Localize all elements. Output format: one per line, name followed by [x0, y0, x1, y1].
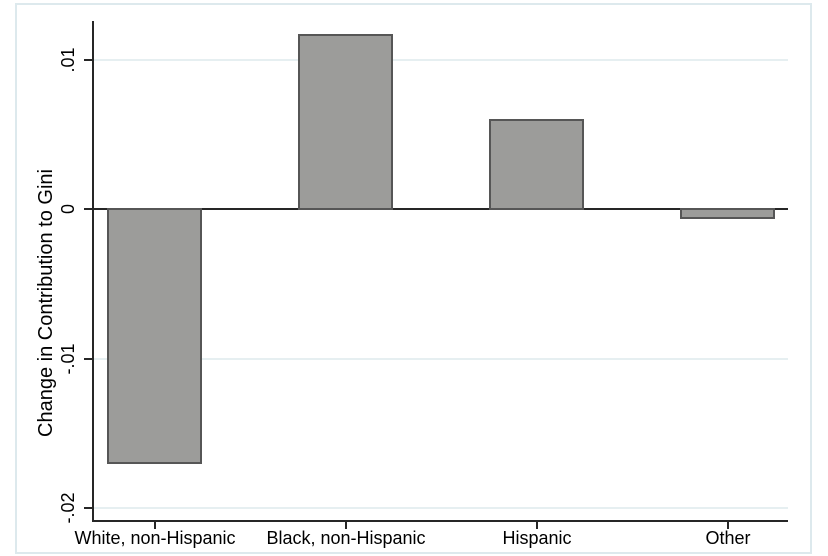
x-tick: [345, 521, 347, 529]
bar: [680, 208, 775, 219]
x-tick-label: White, non-Hispanic: [74, 528, 236, 548]
gridline: [93, 59, 788, 61]
y-tick: [84, 59, 93, 61]
x-tick-label: Hispanic: [502, 528, 572, 548]
x-tick-label: Other: [705, 528, 751, 548]
y-tick: [84, 358, 93, 360]
x-tick: [727, 521, 729, 529]
bar: [107, 208, 202, 464]
x-tick-label: Black, non-Hispanic: [266, 528, 426, 548]
gridline: [93, 358, 788, 360]
y-tick-label: -.02: [58, 492, 78, 524]
zero-line: [93, 208, 788, 210]
x-tick: [536, 521, 538, 529]
bar: [298, 34, 393, 210]
y-axis-title: Change in Contribution to Gini: [35, 169, 57, 437]
y-tick: [84, 507, 93, 509]
y-tick-label: -.01: [58, 343, 78, 375]
graph-region-border: [15, 3, 812, 554]
x-tick: [154, 521, 156, 529]
y-axis-line: [92, 21, 94, 521]
bar: [489, 119, 584, 210]
x-axis-line: [92, 520, 788, 522]
y-tick: [84, 208, 93, 210]
y-tick-label: 0: [58, 203, 78, 215]
y-tick-label: .01: [58, 47, 78, 73]
gridline: [93, 507, 788, 509]
